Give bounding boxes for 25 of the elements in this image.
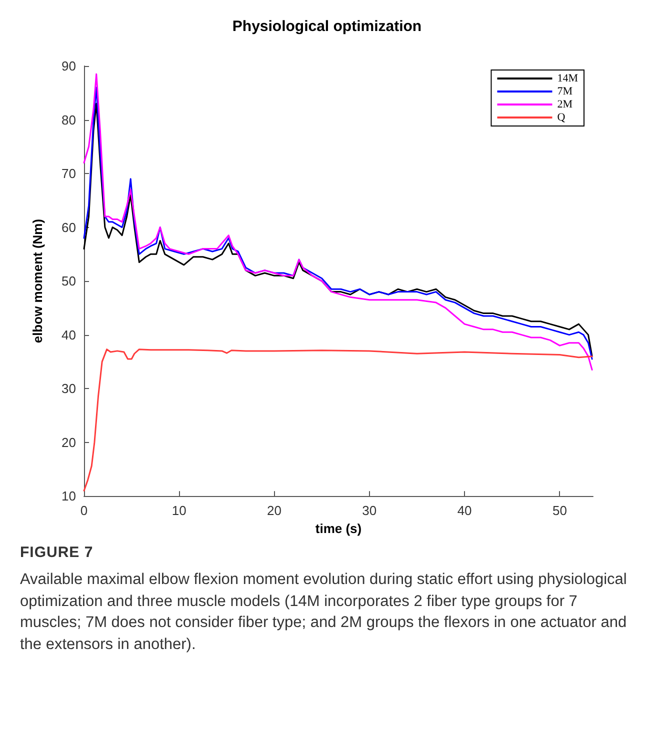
x-tick-label: 20 [267,503,282,518]
y-tick-label: 20 [62,434,76,450]
y-tick-label: 50 [62,274,76,289]
x-tick-label: 40 [457,503,472,518]
y-tick-label: 40 [62,327,76,342]
caption: FIGURE 7 [20,544,94,561]
y-tick-label: 30 [62,381,76,396]
x-tick-label: 10 [172,503,186,518]
line-series [83,348,593,492]
y-tick-label: 60 [62,220,76,235]
y-tick-label: 90 [62,58,76,74]
text: Available maximal elbow flexion moment evolution during static effort using physiological optimization and three muscle models (14M incorporates 2 fiber type groups for 7 muscles; 7M does not consider fiber type; and 2M groups the flexors in one actuator and the extensors in another). [20,570,628,656]
legend-label: 7M [557,86,573,98]
x-tick-label: 30 [362,503,377,518]
x-tick-label: 0 [80,503,88,518]
y-tick-label: 80 [62,112,76,128]
legend-label: 14M [557,72,578,84]
legend-label: Q [557,112,566,124]
chart-title: Physiological optimization [232,18,422,35]
x-axis-title: time (s) [315,521,362,536]
x-tick-label: 50 [552,503,567,518]
legend-label: 2M [557,98,573,110]
y-axis-title: elbow moment (Nm) [30,218,45,344]
y-tick-label: 10 [62,488,76,504]
y-tick-label: 70 [62,166,76,182]
